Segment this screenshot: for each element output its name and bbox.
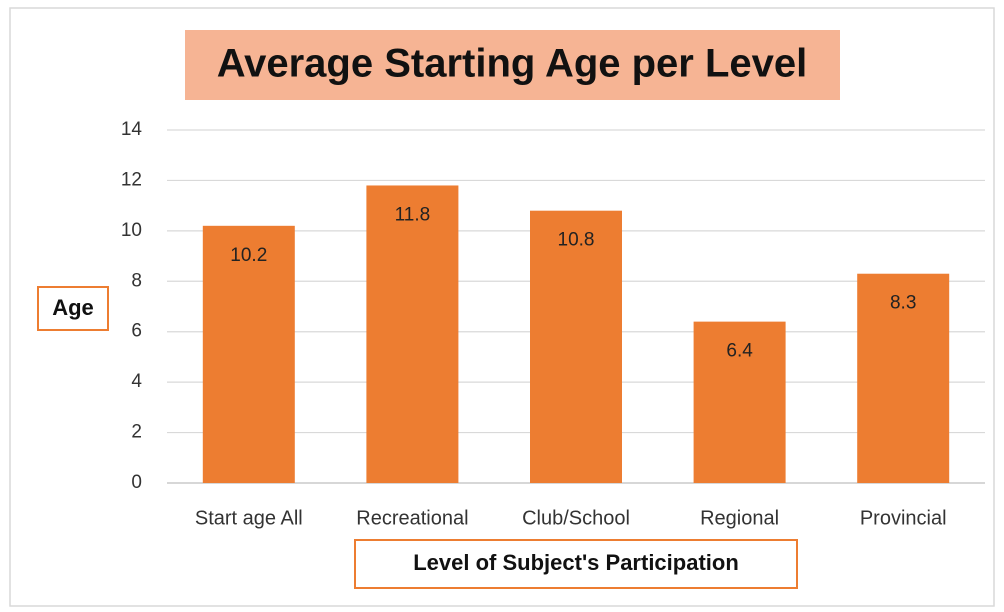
y-tick-label: 14 [121,119,143,140]
bar [693,321,786,483]
title-box [185,30,840,100]
x-tick-label: Provincial [860,507,947,529]
y-tick-label: 12 [121,169,142,190]
data-label: 8.3 [890,293,916,314]
data-label: 11.8 [395,204,431,225]
y-tick-label: 6 [131,321,142,342]
x-tick-label: Recreational [356,507,468,529]
y-tick-label: 2 [131,422,142,443]
y-tick-label: 8 [131,270,142,291]
y-tick-label: 0 [131,472,142,493]
bar [530,210,622,483]
chart-title: Average Starting Age per Level [217,42,808,86]
chart-frame [9,7,995,607]
x-axis-label: Level of Subject's Participation [413,550,739,575]
x-tick-label: Club/School [522,507,630,529]
bar [366,185,459,483]
data-label: 6.4 [726,341,753,362]
bar [857,273,950,483]
y-label-box [37,286,109,331]
bar [202,225,295,484]
data-label: 10.2 [230,245,267,266]
x-tick-label: Start age All [195,507,303,529]
data-label: 10.8 [558,230,595,251]
x-tick-label: Regional [700,507,779,529]
x-label-box [354,539,798,589]
y-tick-label: 4 [131,371,142,392]
y-axis-label: Age [52,295,94,320]
y-tick-label: 10 [121,220,142,241]
